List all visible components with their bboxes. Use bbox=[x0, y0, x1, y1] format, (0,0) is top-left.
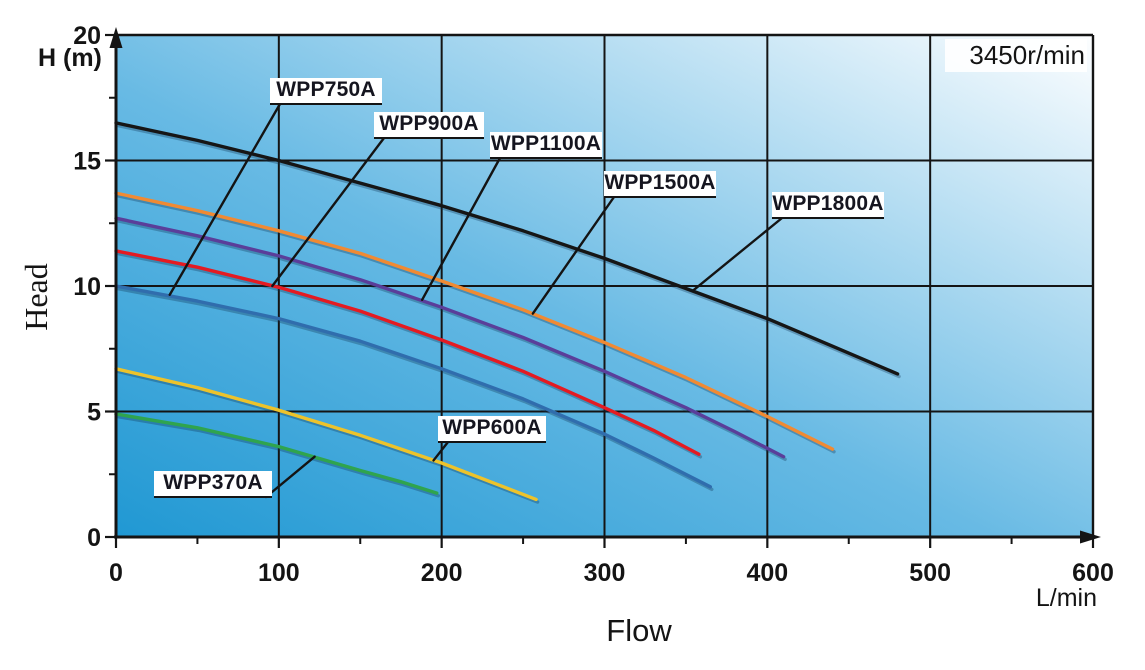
curve-label-WPP900A: WPP900A bbox=[374, 112, 484, 139]
y-tick-label-5: 5 bbox=[87, 399, 101, 427]
curve-label-WPP1800A: WPP1800A bbox=[772, 192, 884, 219]
x-tick-label-300: 300 bbox=[584, 559, 626, 587]
x-tick-label-100: 100 bbox=[258, 559, 300, 587]
leader-WPP600A bbox=[432, 440, 450, 462]
curve-label-WPP1100A: WPP1100A bbox=[490, 132, 602, 159]
x-tick-label-200: 200 bbox=[421, 559, 463, 587]
pump-curves bbox=[114, 121, 901, 504]
curve-WPP1500A bbox=[114, 191, 835, 451]
label-leader-lines bbox=[168, 102, 784, 499]
y-tick-label-15: 15 bbox=[73, 148, 101, 176]
x-axis-arrow-icon bbox=[1080, 530, 1101, 544]
y-axis-name: Head bbox=[18, 263, 54, 331]
leader-WPP370A bbox=[264, 455, 316, 499]
x-tick-label-400: 400 bbox=[746, 559, 788, 587]
curve-shadow-WPP900A bbox=[115, 251, 703, 459]
x-tick-label-500: 500 bbox=[909, 559, 951, 587]
curve-WPP1100A bbox=[114, 216, 786, 459]
curve-label-WPP370A: WPP370A bbox=[154, 471, 272, 498]
axes-and-ticks bbox=[105, 27, 1101, 548]
y-tick-label-0: 0 bbox=[87, 524, 101, 552]
y-axis-arrow-icon bbox=[109, 27, 123, 48]
curve-label-WPP1500A: WPP1500A bbox=[604, 171, 716, 198]
curve-shadow-WPP600A bbox=[115, 369, 540, 504]
leader-WPP1800A bbox=[691, 216, 784, 293]
y-tick-label-10: 10 bbox=[73, 273, 101, 301]
leader-WPP1100A bbox=[420, 156, 502, 302]
curve-WPP900A bbox=[114, 249, 701, 456]
curve-WPP750A bbox=[114, 284, 712, 489]
plot-frame bbox=[116, 33, 1095, 537]
curve-shadow-WPP1800A bbox=[115, 123, 901, 379]
tick-labels: 0 100 200 300 400 500 600 0 5 10 15 20 bbox=[73, 22, 1114, 587]
rpm-annotation: 3450r/min bbox=[945, 39, 1087, 72]
leader-WPP750A bbox=[168, 102, 282, 296]
x-axis-name: Flow bbox=[606, 613, 672, 648]
y-axis-title: H (m) bbox=[38, 44, 102, 72]
curve-WPP600A bbox=[114, 367, 538, 502]
curve-label-WPP750A: WPP750A bbox=[270, 78, 382, 105]
x-tick-label-600: 600 bbox=[1072, 559, 1114, 587]
curve-WPP370A bbox=[114, 412, 439, 495]
leader-WPP1500A bbox=[531, 195, 616, 315]
curve-shadow-WPP370A bbox=[115, 414, 440, 498]
y-tick-label-20: 20 bbox=[73, 22, 101, 50]
x-axis-unit: L/min bbox=[1035, 584, 1097, 612]
leader-WPP900A bbox=[271, 136, 386, 288]
curve-label-WPP600A: WPP600A bbox=[438, 416, 546, 443]
x-tick-label-0: 0 bbox=[109, 559, 123, 587]
